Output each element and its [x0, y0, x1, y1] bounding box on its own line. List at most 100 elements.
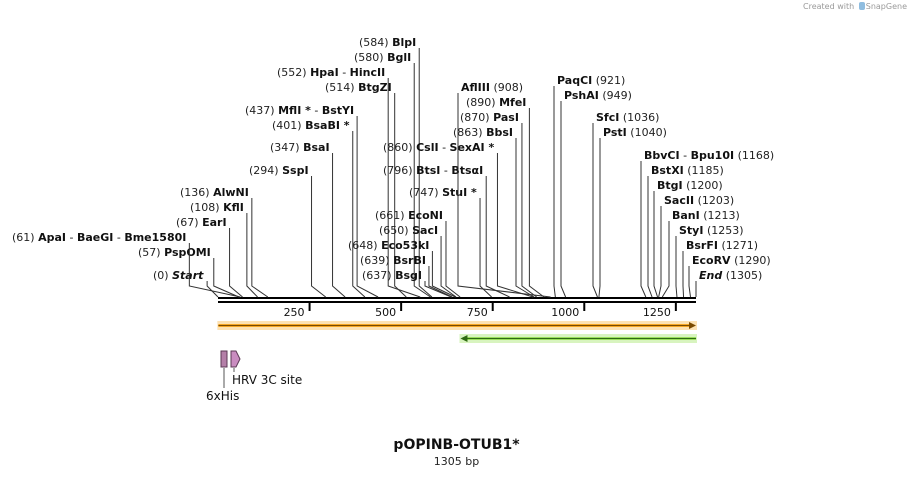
site-leader-line-mfli [356, 116, 379, 298]
enzyme-name-csli: CslI [416, 141, 438, 154]
enzyme-name-bsabi: BsaBI * [305, 119, 350, 132]
site-leader-line-paqci [553, 86, 556, 298]
site-position-afliii: (908) [493, 81, 523, 94]
site-position-mfei: (890) [466, 96, 496, 109]
feature-box [220, 350, 228, 368]
enzyme-name-bts-i: BtsαI [451, 164, 483, 177]
feature-box [230, 350, 241, 368]
feature-label-hrv-3c: HRV 3C site [232, 373, 302, 387]
site-position-bsrfi: (1271) [721, 239, 758, 252]
enzyme-name-bstyi: BstYI [322, 104, 354, 117]
enzyme-name-pasi: PasI [493, 111, 519, 124]
enzyme-name-eco53ki: Eco53kI [381, 239, 429, 252]
enzyme-name-sfci: SfcI [596, 111, 619, 124]
enzyme-name-eari: EarI [202, 216, 226, 229]
site-label-bsrfi: BsrFI (1271) [686, 239, 758, 252]
site-label-btgi: BtgI (1200) [657, 179, 723, 192]
site-position-bsrbi: (639) [360, 254, 390, 267]
site-leader-line-psti [598, 138, 601, 298]
site-position-apai: (61) [12, 231, 35, 244]
enzyme-name-stui: StuI * [442, 186, 477, 199]
site-leader-line-stui [479, 198, 492, 298]
site-pasi: (870) PasI [460, 111, 537, 298]
site-label-saci: (650) SacI [379, 224, 438, 237]
site-bani: BanI (1213) [661, 209, 740, 298]
plasmid-title: pOPINB-OTUB1* [393, 437, 520, 453]
enzyme-name-bsrfi: BsrFI [686, 239, 718, 252]
enzyme-name-ecorv: EcoRV [692, 254, 731, 267]
site-position-bani: (1213) [703, 209, 740, 222]
enzyme-name-bme1580i: Bme1580I [124, 231, 186, 244]
site-leader-line-afliii [457, 93, 551, 298]
site-psti: PstI (1040) [598, 126, 667, 298]
site-leader-line-styi [675, 236, 678, 298]
site-label-styi: StyI (1253) [679, 224, 744, 237]
site-label-bsgi: (637) BsgI [362, 269, 422, 282]
site-position-start: (0) [153, 269, 169, 282]
site-position-bsgi: (637) [362, 269, 392, 282]
site-leader-line-apai [188, 243, 241, 298]
site-label-apai: (61) ApaI - BaeGI - Bme1580I [12, 231, 186, 244]
site-bstxi: BstXI (1185) [647, 164, 724, 298]
enzyme-name-styi: StyI [679, 224, 703, 237]
site-label-paqci: PaqCI (921) [557, 74, 625, 87]
site-eari: (67) EarI [176, 216, 243, 298]
site-label-bsrbi: (639) BsrBI [360, 254, 426, 267]
site-leader-line-saci [440, 236, 457, 298]
site-label-btsi: (796) BtsI - BtsαI [383, 164, 483, 177]
site-leader-line-bsabi [352, 131, 366, 298]
site-position-blpi: (584) [359, 36, 389, 49]
site-csli: (860) CslI - SexAI * [383, 141, 534, 298]
site-bsgi: (637) BsgI [362, 269, 452, 298]
site-leader-line-sfci [592, 123, 598, 298]
site-leader-line-bstxi [647, 176, 653, 298]
enzyme-name-pshai: PshAI [564, 89, 599, 102]
enzyme-name-hpai: HpaI [310, 66, 339, 79]
site-leader-line-bani [661, 221, 670, 298]
enzyme-name-bsrbi: BsrBI [393, 254, 426, 267]
enzyme-name-hincii: HincII [350, 66, 386, 79]
site-stui: (747) StuI * [409, 186, 492, 298]
site-label-bsabi: (401) BsaBI * [272, 119, 350, 132]
site-leader-line-sspi [311, 176, 326, 298]
site-leader-line-pasi [521, 123, 537, 298]
site-leader-line-bbsi [515, 138, 535, 298]
site-label-econi: (661) EcoNI [375, 209, 443, 222]
site-position-eari: (67) [176, 216, 199, 229]
enzyme-name-paqci: PaqCI [557, 74, 592, 87]
site-position-hpai: (552) [277, 66, 307, 79]
site-position-bsabi: (401) [272, 119, 302, 132]
site-label-eari: (67) EarI [176, 216, 227, 229]
site-leader-line-eco53ki [431, 251, 456, 298]
site-label-kfli: (108) KflI [190, 201, 244, 214]
site-btgzi: (514) BtgZI [325, 81, 407, 298]
site-saci: (650) SacI [379, 224, 457, 298]
site-leader-line-pshai [560, 101, 567, 298]
site-position-eco53ki: (648) [348, 239, 378, 252]
site-label-pspomi: (57) PspOMI [138, 246, 211, 259]
site-leader-line-sacii [658, 206, 662, 298]
site-position-end: (1305) [726, 269, 763, 282]
site-leader-line-bsrfi [682, 251, 685, 298]
site-bgli: (580) BglI [354, 51, 431, 298]
enzyme-name-bstxi: BstXI [651, 164, 684, 177]
site-leader-line-blpi [418, 48, 433, 298]
site-label-bani: BanI (1213) [672, 209, 740, 222]
site-position-pshai: (949) [602, 89, 632, 102]
site-leader-line-bgli [413, 63, 431, 298]
enzyme-name-econi: EcoNI [408, 209, 443, 222]
site-styi: StyI (1253) [675, 224, 744, 298]
site-position-btsi: (796) [383, 164, 413, 177]
snapgene-logo-icon [858, 2, 865, 10]
site-position-btgzi: (514) [325, 81, 355, 94]
site-label-btgzi: (514) BtgZI [325, 81, 392, 94]
site-label-mfli: (437) MflI * - BstYI [245, 104, 354, 117]
enzyme-name-btgi: BtgI [657, 179, 683, 192]
feature-label-6xhis: 6xHis [206, 389, 239, 403]
site-label-sfci: SfcI (1036) [596, 111, 659, 124]
site-leader-line-csli [496, 153, 534, 298]
site-label-pshai: PshAI (949) [564, 89, 632, 102]
plasmid-size: 1305 bp [433, 455, 480, 468]
enzyme-name-blpi: BlpI [392, 36, 416, 49]
site-label-bbvci: BbvCI - Bpu10I (1168) [644, 149, 774, 162]
